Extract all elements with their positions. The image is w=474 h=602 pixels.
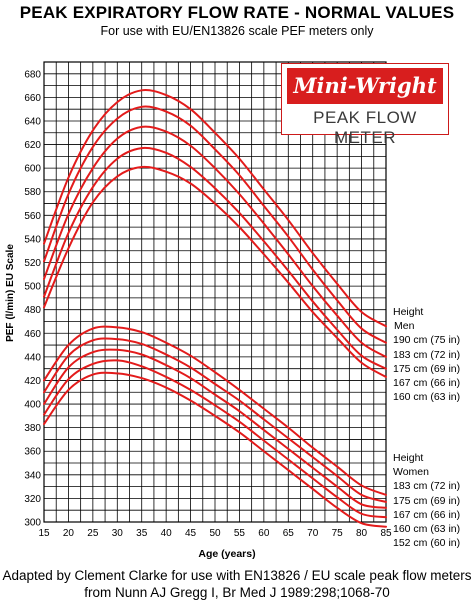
legend-men-item: 175 cm (69 in): [393, 362, 461, 375]
x-tick-label: 25: [87, 528, 99, 539]
legend-men: Height Men 190 cm (75 in) 183 cm (72 in)…: [393, 305, 460, 404]
legend-women-item: 152 cm (60 in): [393, 537, 461, 550]
y-tick-label: 660: [24, 93, 41, 104]
footer-credit: Adapted by Clement Clarke for use with E…: [2, 568, 472, 583]
y-tick-label: 640: [24, 116, 41, 127]
legend-women-item: 183 cm (72 in): [393, 480, 461, 493]
y-tick-label: 460: [24, 329, 41, 340]
legend-men-heading: Height: [393, 306, 424, 318]
x-tick-label: 75: [332, 528, 344, 539]
y-axis-label: PEF (l/min) EU Scale: [5, 244, 16, 342]
logo-product: PEAK FLOW METER: [313, 108, 417, 147]
x-tick-label: 40: [161, 528, 173, 539]
curve-men: [43, 146, 387, 370]
legend-men-item: 160 cm (63 in): [393, 391, 461, 404]
y-tick-label: 540: [24, 234, 41, 245]
y-tick-label: 580: [24, 187, 41, 198]
y-tick-label: 400: [24, 400, 41, 411]
x-tick-label: 45: [185, 528, 197, 539]
y-tick-label: 340: [24, 470, 41, 481]
x-tick-label: 70: [307, 528, 319, 539]
curve-women: [43, 337, 387, 503]
curve-men: [43, 125, 387, 358]
y-tick-label: 480: [24, 305, 41, 316]
chart-subtitle: For use with EU/EN13826 scale PEF meters…: [100, 24, 374, 38]
curve-women: [43, 371, 387, 528]
legend-women-heading: Height: [393, 452, 424, 464]
y-tick-label: 620: [24, 140, 41, 151]
tick-labels: 300 320 340 360 380 400 420 440 460 480 500 520 540 5…: [24, 69, 392, 539]
legend-women-item: 160 cm (63 in): [393, 523, 461, 536]
x-tick-label: 55: [234, 528, 246, 539]
curve-women: [43, 325, 387, 496]
legend-women-item: 167 cm (66 in): [393, 508, 461, 521]
legend-men-item: 183 cm (72 in): [393, 348, 461, 361]
curves: [43, 89, 387, 528]
y-tick-label: 440: [24, 352, 41, 363]
y-tick-label: 380: [24, 423, 41, 434]
y-tick-label: 300: [24, 518, 41, 529]
y-tick-label: 680: [24, 69, 41, 80]
y-tick-label: 600: [24, 164, 41, 175]
legend-men-item: 167 cm (66 in): [393, 377, 461, 390]
x-tick-label: 65: [283, 528, 295, 539]
x-tick-label: 50: [209, 528, 221, 539]
x-tick-label: 85: [380, 528, 392, 539]
y-tick-label: 360: [24, 447, 41, 458]
x-tick-label: 80: [356, 528, 368, 539]
x-tick-label: 20: [63, 528, 75, 539]
curve-men: [43, 165, 387, 378]
x-axis-label: Age (years): [198, 548, 255, 560]
x-tick-label: 35: [136, 528, 148, 539]
legend-women: Height Women 183 cm (72 in) 175 cm (69 i…: [393, 451, 460, 550]
y-tick-label: 520: [24, 258, 41, 269]
legend-men-item: 190 cm (75 in): [393, 334, 461, 347]
y-tick-label: 500: [24, 282, 41, 293]
legend-women-group: Women: [393, 466, 429, 479]
x-tick-label: 60: [258, 528, 270, 539]
curve-men: [43, 89, 387, 328]
plot-frame: [43, 61, 387, 523]
y-tick-label: 420: [24, 376, 41, 387]
legend-women-item: 175 cm (69 in): [393, 494, 461, 507]
curve-men: [43, 105, 387, 344]
chart-title: PEAK EXPIRATORY FLOW RATE - NORMAL VALUE…: [19, 3, 455, 22]
legend-men-group: Men: [394, 320, 415, 333]
x-tick-label: 15: [38, 528, 50, 539]
footer-reference: from Nunn AJ Gregg I, Br Med J 1989:298;…: [84, 585, 390, 600]
x-tick-label: 30: [112, 528, 124, 539]
y-tick-label: 320: [24, 494, 41, 505]
logo-brand: Mini-Wright: [287, 68, 443, 104]
curve-women: [43, 348, 387, 509]
mini-wright-logo: Mini-Wright PEAK FLOW METER: [281, 63, 449, 147]
curve-women: [43, 359, 387, 519]
y-tick-label: 560: [24, 211, 41, 222]
